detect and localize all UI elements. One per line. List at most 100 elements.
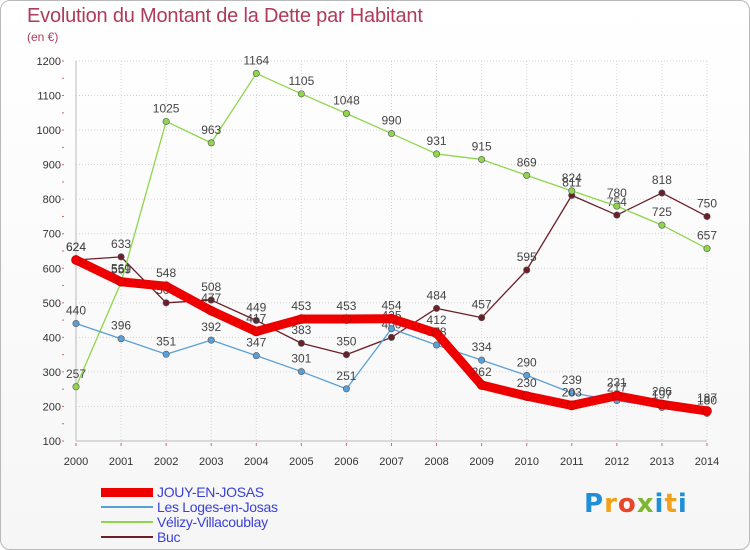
data-point: [431, 328, 442, 339]
x-tick-label: 2005: [289, 456, 313, 468]
data-point: [252, 352, 260, 360]
data-label: 396: [111, 319, 131, 333]
x-tick-label: 2009: [469, 456, 493, 468]
data-label: 780: [607, 186, 627, 200]
data-label: 750: [697, 196, 717, 210]
data-point: [612, 390, 622, 401]
data-label: 624: [66, 240, 86, 254]
data-point: [387, 325, 395, 333]
data-label: 262: [472, 365, 492, 379]
legend-label: Les Loges-en-Josas: [157, 499, 278, 515]
x-tick-label: 2001: [109, 456, 133, 468]
data-label: 453: [291, 299, 311, 313]
data-point: [478, 155, 486, 163]
legend-label: Vélizy-Villacoublay: [157, 514, 268, 530]
data-point: [297, 368, 305, 376]
data-label: 657: [697, 229, 717, 243]
data-point: [162, 299, 170, 307]
data-label: 1048: [333, 94, 360, 108]
data-label: 457: [472, 298, 492, 312]
data-point: [116, 276, 126, 287]
data-label: 818: [652, 173, 672, 187]
data-label: 811: [562, 175, 581, 189]
proxiti-logo: Proxiti: [584, 489, 688, 519]
data-label: 1025: [153, 101, 180, 115]
y-tick-label: 700: [43, 229, 61, 241]
x-tick-label: 2011: [560, 456, 584, 468]
x-tick-label: 2013: [650, 456, 674, 468]
legend-swatch: [101, 488, 153, 497]
data-label: 963: [201, 123, 221, 137]
legend-swatch: [101, 521, 153, 523]
x-tick-label: 2000: [64, 456, 88, 468]
legend-label: Buc: [157, 529, 181, 545]
y-tick-label: 800: [43, 194, 61, 206]
data-label: 383: [291, 323, 311, 337]
data-point: [433, 150, 441, 158]
data-point: [342, 385, 350, 393]
y-tick-label: 400: [43, 332, 61, 344]
chart-subtitle: (en €): [27, 30, 59, 44]
data-label: 915: [472, 139, 492, 153]
data-label: 180: [697, 393, 717, 407]
data-point: [478, 314, 486, 322]
data-label: 754: [607, 195, 627, 209]
x-tick-label: 2014: [695, 456, 719, 468]
data-label: 440: [66, 304, 86, 318]
x-tick-label: 2012: [605, 456, 629, 468]
data-point: [71, 255, 81, 265]
data-label: 203: [562, 385, 582, 399]
data-point: [478, 356, 486, 364]
data-point: [387, 333, 395, 341]
data-point: [433, 304, 441, 312]
data-label: 561: [111, 262, 131, 276]
data-point: [521, 391, 532, 401]
data-label: 230: [517, 376, 537, 390]
x-tick-label: 2002: [154, 456, 178, 468]
data-point: [702, 406, 712, 416]
y-tick-label: 900: [43, 160, 61, 172]
data-point: [117, 253, 125, 261]
data-label: 334: [472, 340, 492, 354]
data-label: 453: [336, 299, 356, 313]
legend-swatch: [101, 506, 153, 508]
data-label: 417: [246, 311, 266, 325]
data-point: [207, 336, 215, 344]
data-label: 290: [517, 355, 537, 369]
x-tick-label: 2004: [244, 456, 268, 468]
data-point: [207, 296, 215, 304]
data-label: 990: [381, 114, 401, 128]
data-point: [658, 189, 666, 197]
data-point: [703, 245, 711, 253]
legend-swatch: [101, 536, 153, 538]
data-label: 548: [156, 266, 176, 280]
legend-label: JOUY-EN-JOSAS: [157, 484, 264, 500]
data-label: 412: [427, 313, 447, 327]
data-label: 347: [246, 336, 266, 350]
data-label: 477: [201, 291, 221, 305]
data-point: [72, 383, 80, 391]
x-tick-label: 2003: [199, 456, 223, 468]
data-point: [207, 139, 215, 147]
y-tick-label: 1100: [37, 91, 61, 103]
data-point: [251, 326, 262, 337]
data-point: [568, 187, 576, 195]
y-tick-label: 100: [43, 436, 61, 448]
data-point: [386, 313, 397, 324]
data-label: 633: [111, 237, 131, 251]
data-point: [568, 389, 576, 397]
data-point: [117, 335, 125, 343]
data-label: 350: [336, 335, 356, 349]
data-point: [657, 399, 667, 410]
y-tick-label: 1200: [37, 56, 61, 68]
data-label: 197: [652, 387, 672, 401]
data-point: [161, 281, 171, 292]
data-point: [162, 117, 170, 125]
data-label: 824: [562, 171, 582, 185]
data-label: 931: [427, 134, 447, 148]
data-point: [566, 400, 577, 411]
data-label: 217: [607, 381, 627, 395]
data-point: [297, 339, 305, 347]
y-tick-label: 300: [43, 367, 61, 379]
